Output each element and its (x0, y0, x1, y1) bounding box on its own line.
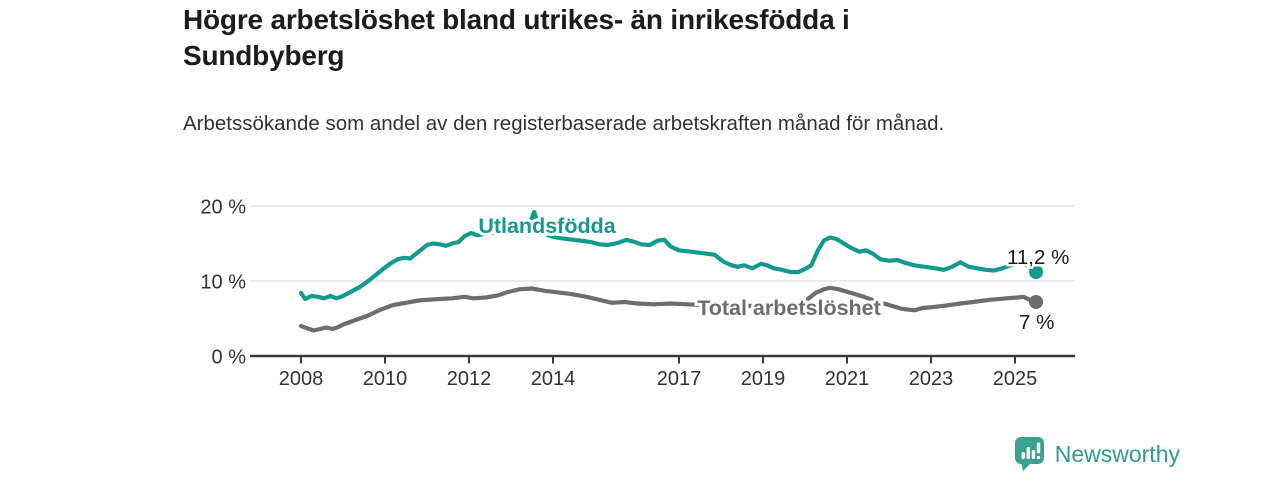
bar-chart-speech-bubble-icon (1014, 437, 1044, 471)
series-line-1 (298, 285, 1039, 333)
x-tick-label-2021: 2021 (825, 368, 870, 390)
y-tick-label-10: 10 % (200, 272, 246, 294)
series-end-dot-1 (1029, 295, 1043, 309)
x-tick-label-2025: 2025 (993, 368, 1038, 390)
x-tick-label-2008: 2008 (279, 368, 324, 390)
y-tick-label-20: 20 % (200, 197, 246, 219)
x-tick-label-2017: 2017 (657, 368, 702, 390)
x-tick-label-2019: 2019 (741, 368, 786, 390)
y-tick-label-0: 0 % (212, 347, 247, 369)
series-end-value-1: 7 % (1019, 311, 1054, 334)
series-end-dot-0 (1029, 265, 1043, 279)
brand-name: Newsworthy (1054, 440, 1180, 467)
x-tick-label-2010: 2010 (363, 368, 408, 390)
x-tick-label-2014: 2014 (531, 368, 576, 390)
series-label-0: Utlandsfödda (478, 214, 616, 238)
page-title: Högre arbetslöshet bland utrikes- än inr… (183, 4, 850, 71)
newsworthy-brand[interactable]: Newsworthy (1014, 436, 1180, 472)
series-label-1: Total arbetslöshet (697, 296, 881, 320)
x-tick-label-2012: 2012 (447, 368, 492, 390)
series-end-value-0: 11,2 % (1007, 246, 1069, 269)
series-line-0 (298, 209, 1039, 302)
chart-subtitle: Arbetssökande som andel av den registerb… (183, 112, 945, 135)
x-tick-label-2023: 2023 (909, 368, 954, 390)
